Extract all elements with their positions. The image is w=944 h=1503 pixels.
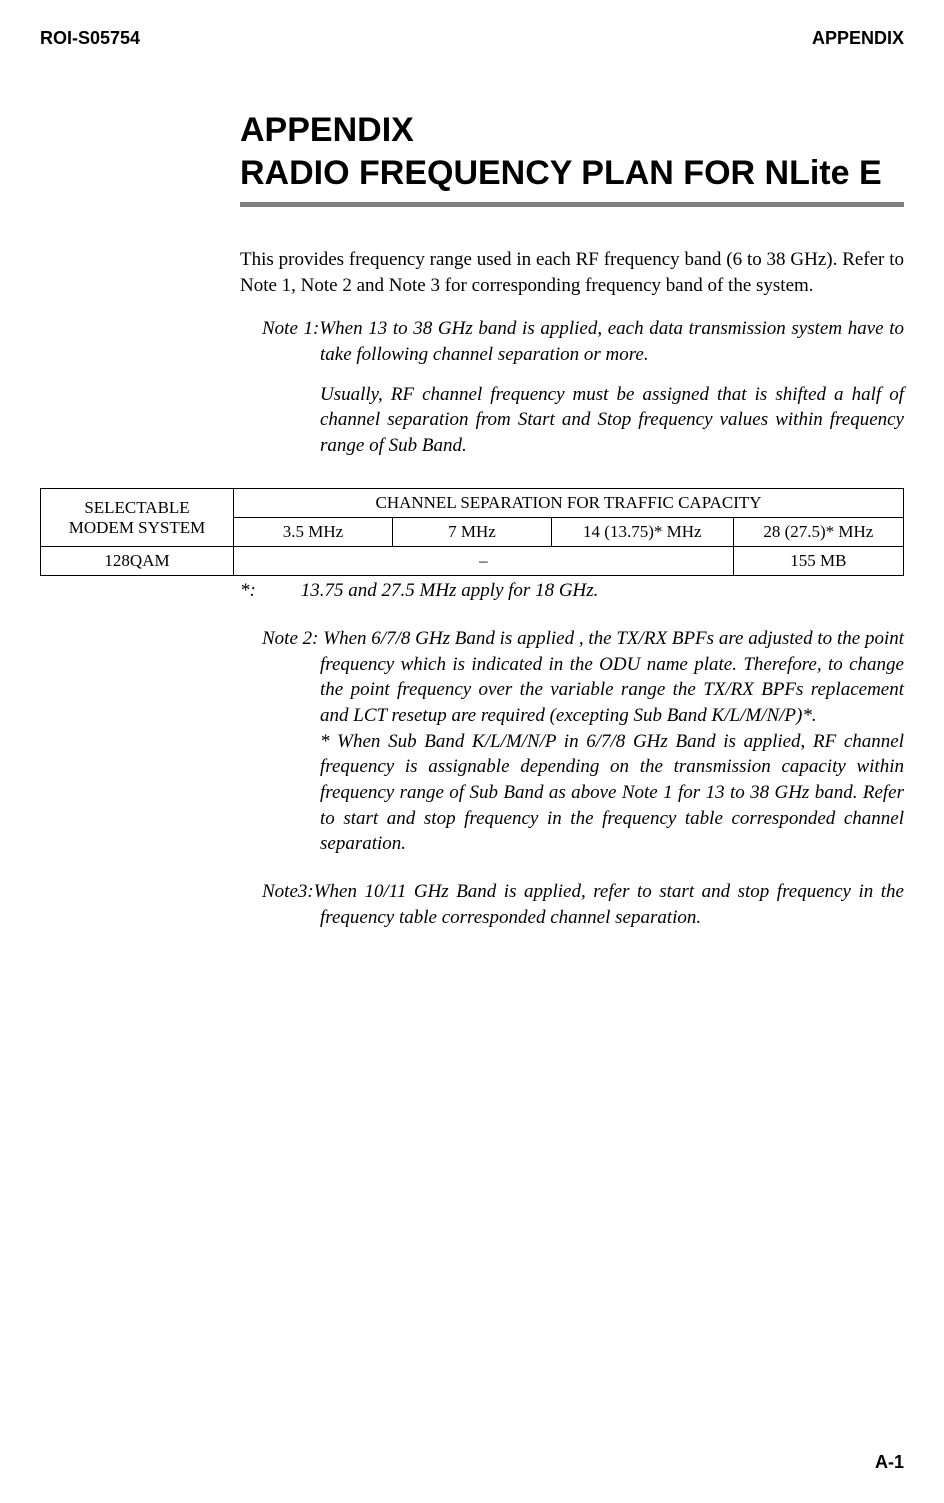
content-block: APPENDIX RADIO FREQUENCY PLAN FOR NLite …: [240, 109, 904, 458]
intro-paragraph: This provides frequency range used in ea…: [240, 247, 904, 298]
note2-main: Note 2: When 6/7/8 GHz Band is applied ,…: [262, 628, 904, 726]
col-7mhz: 7 MHz: [393, 518, 552, 547]
appendix-title: APPENDIX RADIO FREQUENCY PLAN FOR NLite …: [240, 109, 904, 194]
col-14mhz: 14 (13.75)* MHz: [551, 518, 733, 547]
row-128qam-label: 128QAM: [41, 547, 234, 576]
left-header-line1: SELECTABLE: [84, 498, 189, 517]
page-number: A-1: [875, 1452, 904, 1473]
doc-id: ROI-S05754: [40, 28, 140, 49]
row-128qam-dash: –: [234, 547, 734, 576]
col-28mhz: 28 (27.5)* MHz: [733, 518, 903, 547]
note2-continuation: * When Sub Band K/L/M/N/P in 6/7/8 GHz B…: [320, 729, 904, 857]
row-128qam-155mb: 155 MB: [733, 547, 903, 576]
title-line1: APPENDIX: [240, 111, 414, 149]
page-header: ROI-S05754 APPENDIX: [40, 28, 904, 49]
table-left-header: SELECTABLE MODEM SYSTEM: [41, 489, 234, 547]
table-top-header: CHANNEL SEPARATION FOR TRAFFIC CAPACITY: [234, 489, 904, 518]
note2: Note 2: When 6/7/8 GHz Band is applied ,…: [262, 626, 904, 857]
title-underline: [240, 202, 904, 207]
table-footnote: *: 13.75 and 27.5 MHz apply for 18 GHz.: [240, 578, 904, 604]
title-line2: RADIO FREQUENCY PLAN FOR NLite E: [240, 154, 882, 192]
note1-heading: Note 1:When 13 to 38 GHz band is applied…: [262, 316, 904, 367]
note3: Note3:When 10/11 GHz Band is applied, re…: [262, 879, 904, 930]
left-header-line2: MODEM SYSTEM: [69, 518, 206, 537]
section-name: APPENDIX: [812, 28, 904, 49]
note1-body: Usually, RF channel frequency must be as…: [320, 382, 904, 459]
channel-separation-table: SELECTABLE MODEM SYSTEM CHANNEL SEPARATI…: [40, 488, 904, 576]
col-3-5mhz: 3.5 MHz: [234, 518, 393, 547]
footnote-ast: *:: [240, 578, 296, 604]
footnote-text: 13.75 and 27.5 MHz apply for 18 GHz.: [301, 580, 599, 601]
